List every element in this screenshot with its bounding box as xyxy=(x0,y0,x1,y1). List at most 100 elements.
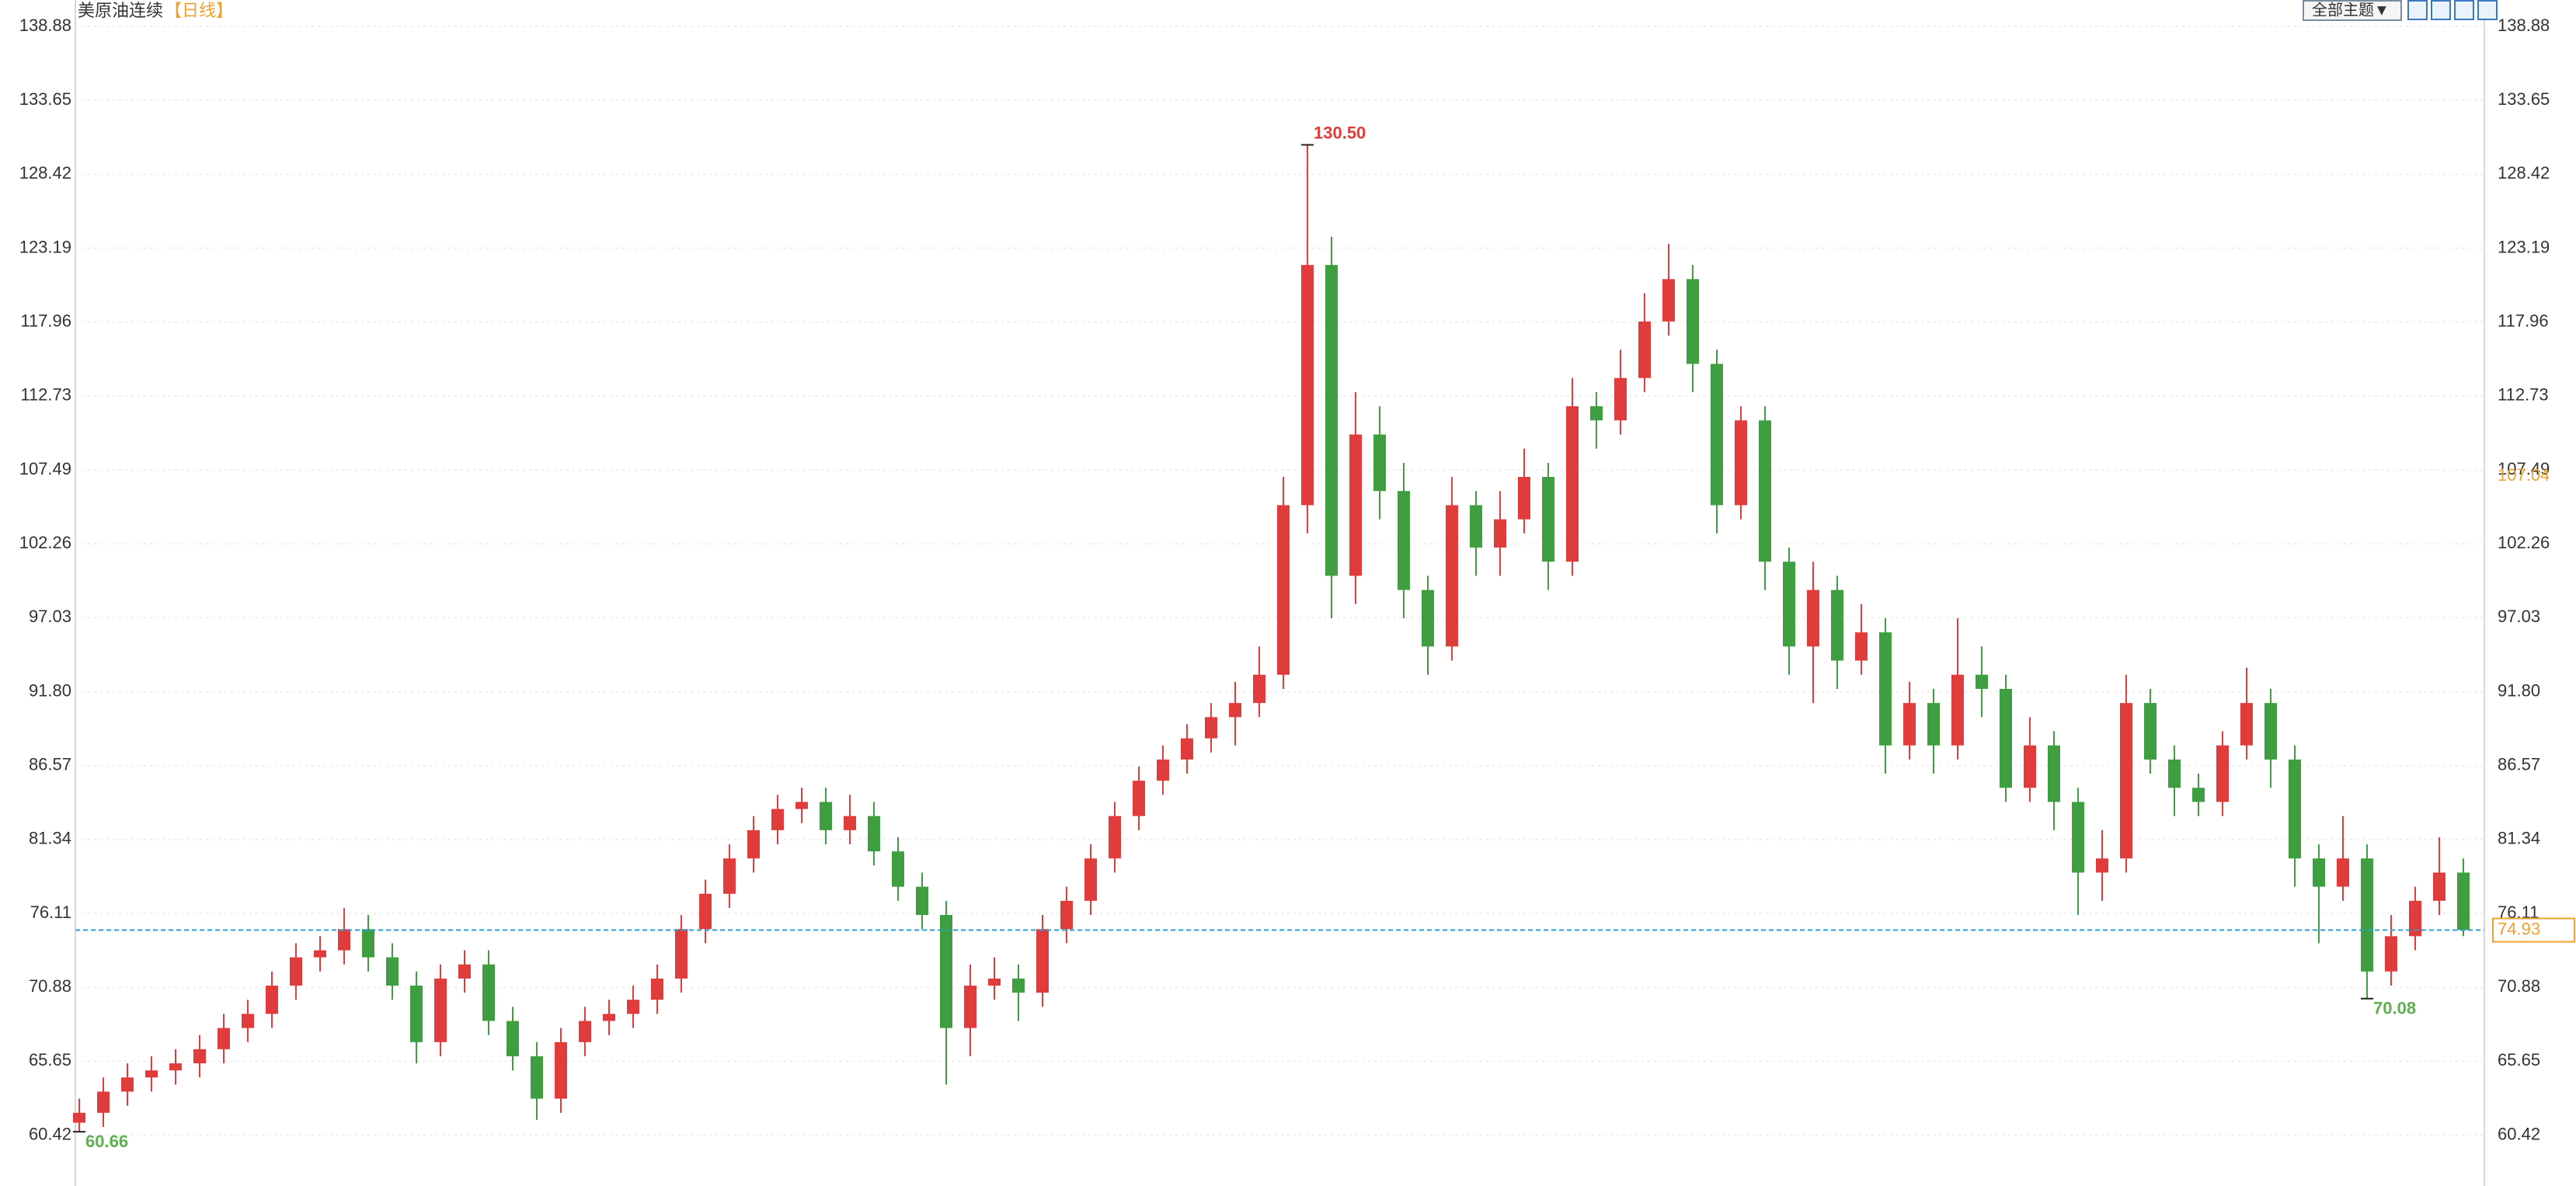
candle-body xyxy=(1614,377,1627,421)
candle-body xyxy=(1518,477,1530,520)
candle-body xyxy=(1325,265,1338,576)
last-price-box xyxy=(2492,917,2575,943)
y-tick-label: 81.34 xyxy=(29,829,71,848)
candle-body xyxy=(2096,858,2108,873)
candle-body xyxy=(1831,590,1843,661)
candle-body xyxy=(2337,858,2349,887)
y-tick-label-right: 81.34 xyxy=(2498,829,2540,848)
icon-button[interactable] xyxy=(2477,0,2498,20)
y-tick-label: 123.19 xyxy=(19,237,71,256)
candle-body xyxy=(1638,321,1651,378)
icon-button[interactable] xyxy=(2407,0,2428,20)
y-tick-label: 70.88 xyxy=(29,976,71,996)
candle-body xyxy=(1590,406,1603,421)
candle-body xyxy=(579,1021,591,1042)
y-tick-label: 128.42 xyxy=(19,163,71,183)
candle-body xyxy=(795,802,808,809)
candle-body xyxy=(555,1042,567,1099)
candle-body xyxy=(2433,872,2445,901)
candle-body xyxy=(1711,363,1723,506)
candle-body xyxy=(458,964,471,979)
candle-body xyxy=(218,1028,230,1049)
y-tick-label: 60.42 xyxy=(29,1124,71,1143)
icon-button[interactable] xyxy=(2454,0,2474,20)
candle-body xyxy=(2000,688,2012,788)
y-tick-label-right: 117.96 xyxy=(2498,311,2549,330)
candle-body xyxy=(1109,816,1121,859)
candle-body xyxy=(1662,279,1675,322)
candle-body xyxy=(434,978,447,1042)
candle-body xyxy=(1470,505,1482,548)
candle-body xyxy=(1855,632,1868,661)
y-tick-label-right: 97.03 xyxy=(2498,607,2540,626)
candle-body xyxy=(2385,936,2397,972)
candle-body xyxy=(1229,703,1241,718)
y-tick-label-right: 91.80 xyxy=(2498,680,2540,700)
y-tick-label: 112.73 xyxy=(20,385,71,405)
candle-body xyxy=(2024,745,2036,788)
icon-button[interactable] xyxy=(2431,0,2451,20)
candle-body xyxy=(97,1091,110,1113)
candle-body xyxy=(145,1070,158,1078)
y-tick-label: 76.11 xyxy=(30,903,71,922)
toolbar: 全部主题▼ xyxy=(2303,0,2498,21)
candle-body xyxy=(314,950,326,958)
candle-body xyxy=(410,986,423,1042)
candle-body xyxy=(338,929,350,951)
candle-body xyxy=(1253,674,1265,704)
theme-button[interactable] xyxy=(2303,0,2402,21)
candle-body xyxy=(1783,562,1795,647)
y-tick-label-right: 107.49 xyxy=(2498,459,2550,478)
candle-body xyxy=(2409,900,2421,937)
candle-body xyxy=(1879,632,1892,746)
chart-title: 美原油连续 xyxy=(78,1,163,20)
y-tick-label: 117.96 xyxy=(20,311,71,330)
candle-body xyxy=(290,957,302,986)
extreme-label: 130.50 xyxy=(1314,123,1366,142)
y-tick-label-right: 133.65 xyxy=(2498,89,2550,109)
candle-body xyxy=(1181,738,1193,760)
candle-body xyxy=(1301,265,1314,506)
y-tick-label: 97.03 xyxy=(29,607,71,626)
candle-body xyxy=(820,802,832,830)
candle-body xyxy=(193,1049,206,1064)
candle-body xyxy=(1422,590,1434,647)
candle-body xyxy=(121,1077,134,1092)
y-tick-label-right: 138.88 xyxy=(2498,16,2550,35)
candle-body xyxy=(916,886,928,916)
candle-body xyxy=(651,978,663,1000)
y-tick-label: 91.80 xyxy=(29,680,71,700)
candle-body xyxy=(1277,505,1290,675)
candle-body xyxy=(2216,745,2229,802)
y-tick-label: 86.57 xyxy=(29,755,71,774)
y-tick-label-right: 123.19 xyxy=(2498,237,2550,256)
candle-body xyxy=(1735,420,1747,506)
candle-body xyxy=(892,851,904,887)
candle-body xyxy=(2361,858,2373,972)
candle-body xyxy=(1060,900,1073,930)
y-tick-label: 138.88 xyxy=(19,16,71,35)
y-tick-label-right: 60.42 xyxy=(2498,1124,2540,1143)
candle-body xyxy=(1373,434,1386,492)
candle-body xyxy=(1807,590,1819,647)
candle-body xyxy=(747,830,760,859)
candle-body xyxy=(266,986,278,1014)
y-tick-label: 65.65 xyxy=(29,1050,71,1069)
candle-body xyxy=(386,957,399,986)
candle-body xyxy=(940,915,952,1028)
candle-body xyxy=(2240,703,2253,746)
y-tick-label: 133.65 xyxy=(19,89,71,109)
right-marker-label: 107.04 xyxy=(2498,465,2550,485)
candle-body xyxy=(964,986,976,1028)
candle-body xyxy=(627,1000,639,1014)
y-tick-label: 102.26 xyxy=(19,533,71,552)
candle-body xyxy=(1398,491,1410,590)
candle-body xyxy=(1133,781,1145,816)
candle-body xyxy=(1976,674,1988,689)
last-price-label: 74.93 xyxy=(2498,919,2540,938)
candle-body xyxy=(1036,929,1049,993)
candle-body xyxy=(771,809,784,830)
candle-body xyxy=(506,1021,519,1056)
candle-body xyxy=(603,1014,615,1021)
